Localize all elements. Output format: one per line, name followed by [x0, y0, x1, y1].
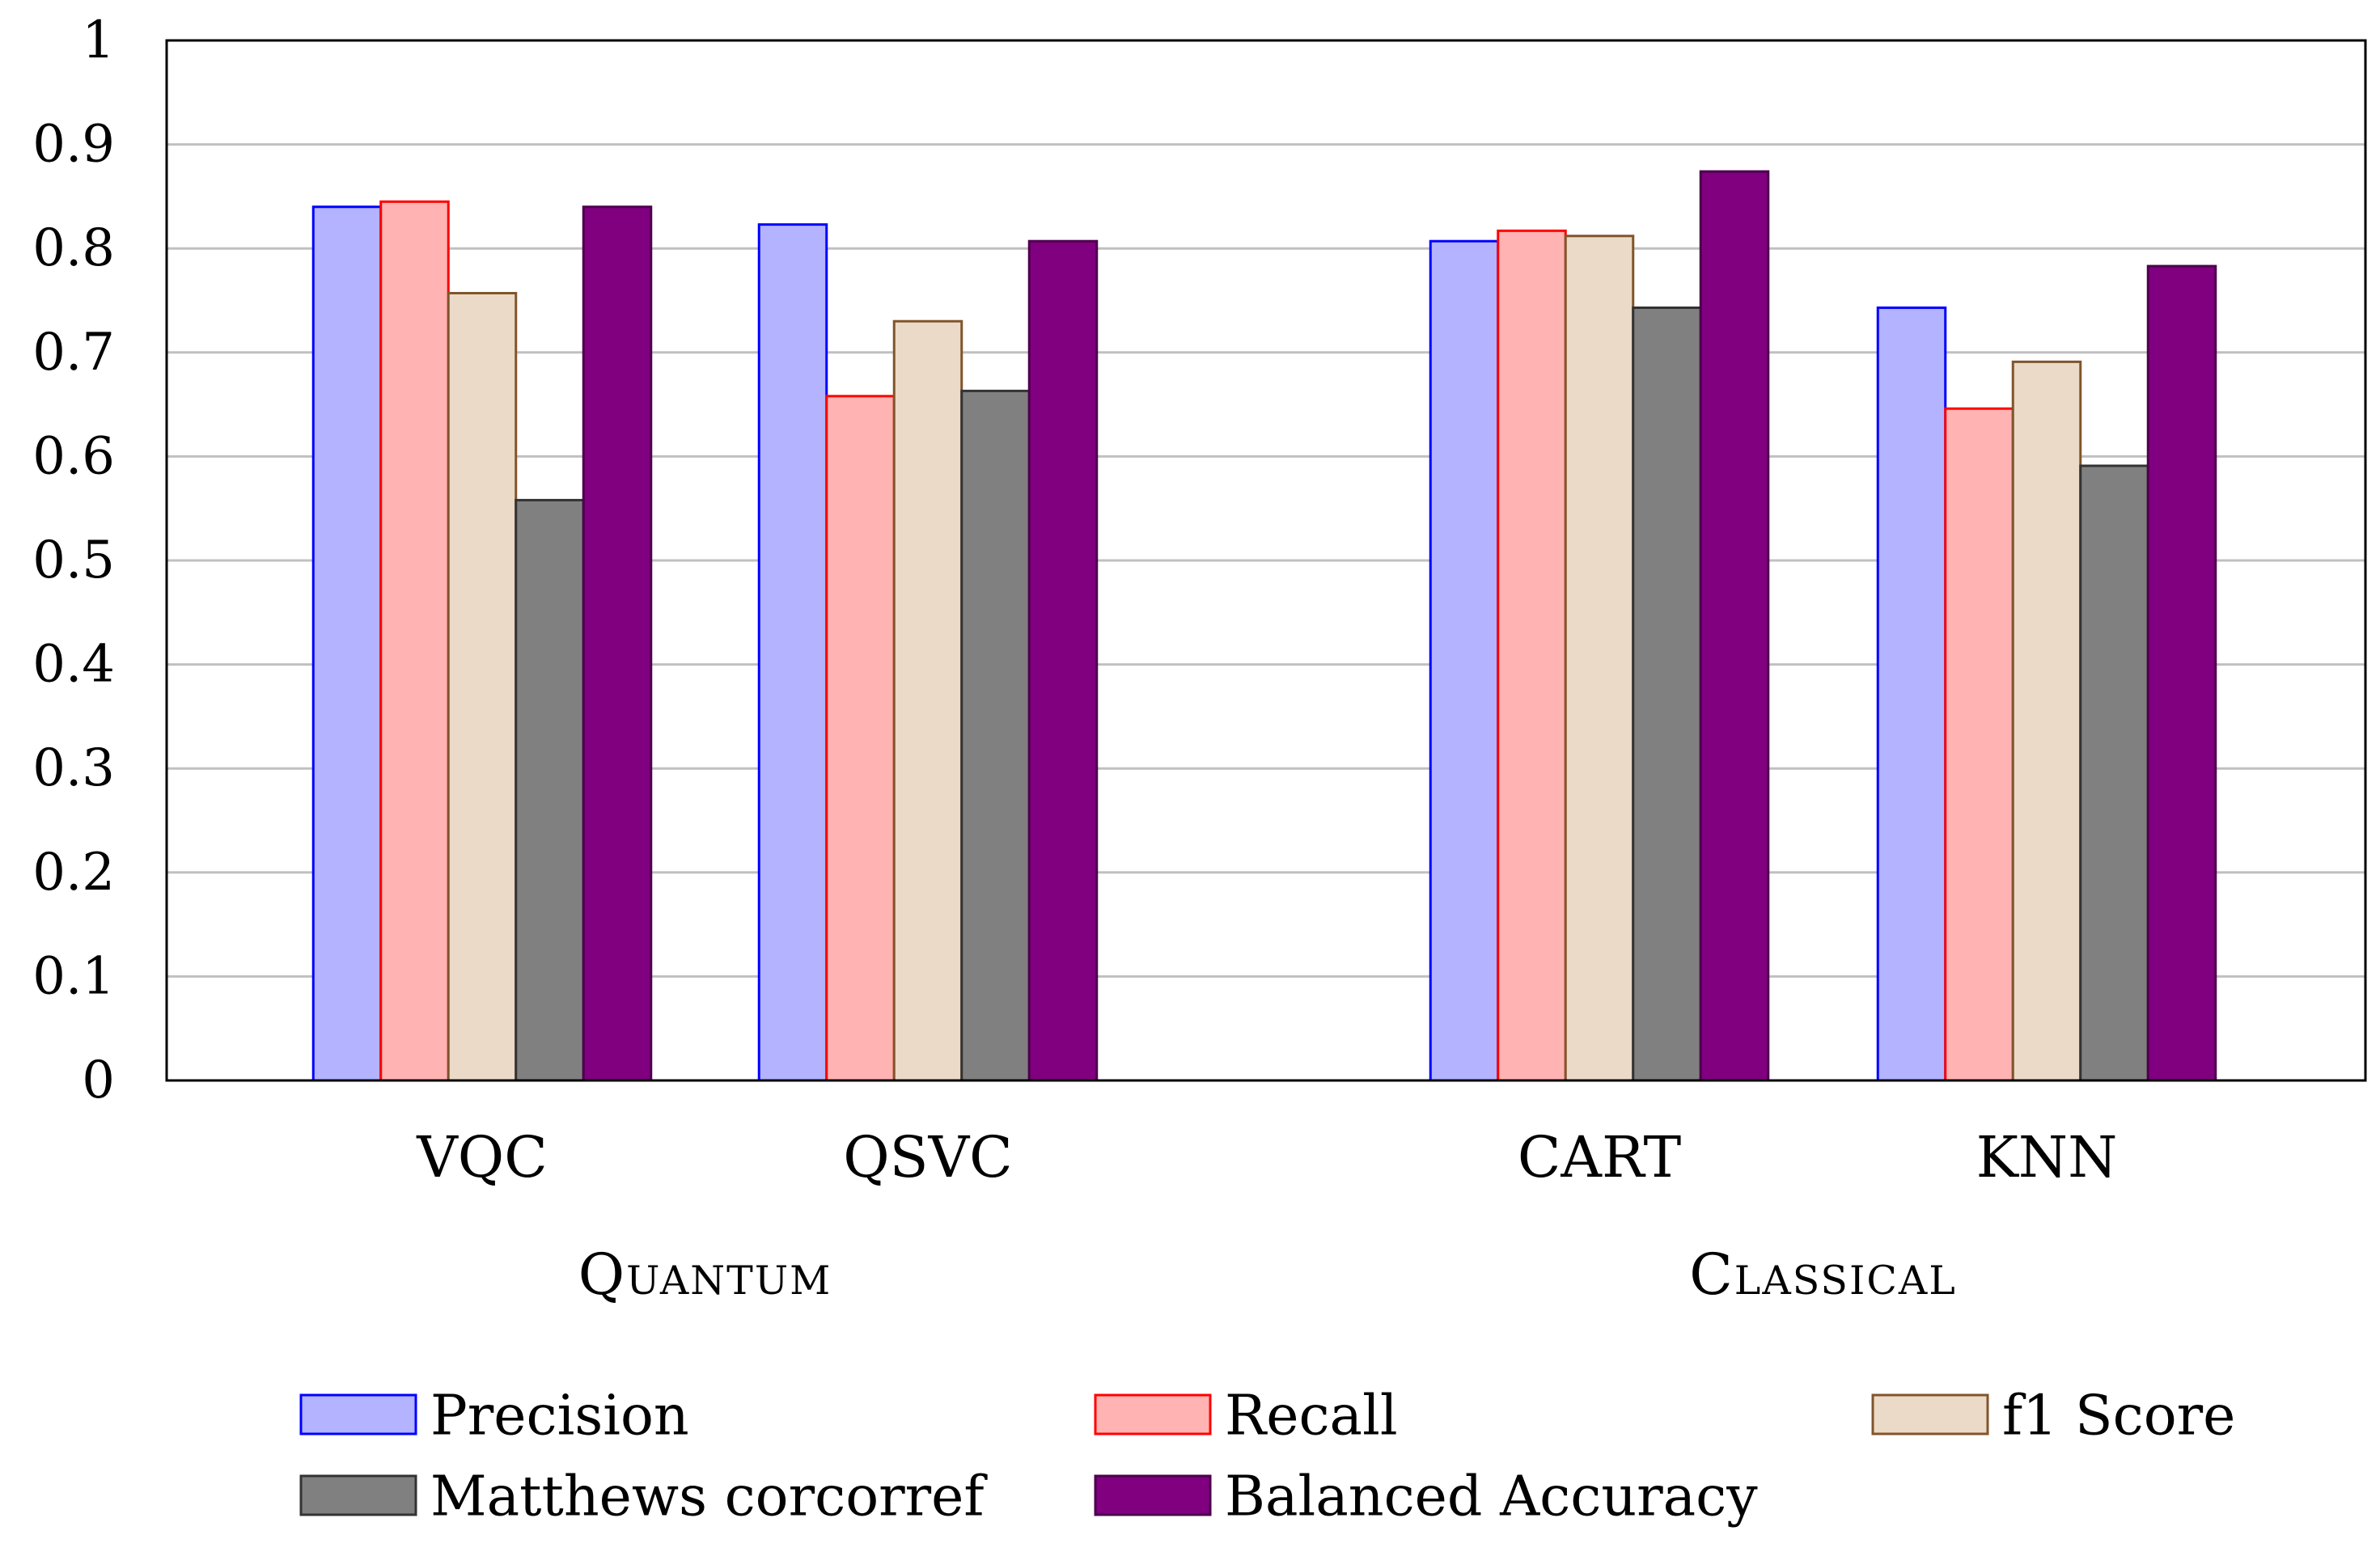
y-tick-label: 0.3: [32, 738, 115, 798]
bar-knn-f1-score: [2011, 360, 2082, 1082]
x-label-cart: CART: [1518, 1124, 1681, 1190]
bar-qsvc-f1-score: [892, 319, 963, 1082]
x-axis-labels: VQC QSVC CART KNN: [416, 1124, 2117, 1190]
bar-knn-matthews-corcorref: [2079, 464, 2149, 1082]
bar-qsvc-matthews-corcorref: [960, 389, 1031, 1082]
bar-vqc-balanced-accuracy: [582, 205, 653, 1082]
legend: Precision Recall f1 Score Matthews corcorre…: [299, 1385, 2235, 1529]
x-label-knn: KNN: [1976, 1124, 2118, 1190]
group-label-quantum: Quantum: [578, 1241, 832, 1308]
y-tick-label: 0.9: [32, 115, 115, 175]
group-labels: Quantum Classical: [578, 1241, 1957, 1308]
bar-qsvc-precision: [757, 223, 828, 1082]
y-tick-label: 0.4: [32, 635, 115, 695]
bar-vqc-matthews-corcorref: [515, 498, 585, 1082]
bar-cart-f1-score: [1564, 235, 1635, 1082]
y-tick-label: 0.2: [32, 843, 115, 903]
legend-swatch-f1-score: [1871, 1393, 1989, 1435]
legend-label-matthews-corcorref: Matthews corcorref: [430, 1465, 988, 1529]
group-label-classical: Classical: [1689, 1241, 1957, 1308]
bar-cart-matthews-corcorref: [1632, 307, 1702, 1082]
y-tick-label: 0.7: [32, 323, 115, 383]
legend-swatch-recall: [1094, 1393, 1212, 1435]
legend-swatch-precision: [299, 1393, 417, 1435]
bar-knn-recall: [1944, 407, 2014, 1082]
plot-frame: [165, 39, 2367, 1082]
legend-label-f1-score: f1 Score: [2002, 1385, 2235, 1448]
bar-vqc-precision: [311, 205, 383, 1082]
bar-qsvc-balanced-accuracy: [1027, 239, 1099, 1082]
x-label-qsvc: QSVC: [843, 1124, 1012, 1190]
bar-cart-precision: [1429, 239, 1500, 1082]
y-axis-ticks: 0 0.1 0.2 0.3 0.4 0.5 0.6 0.7 0.8 0.9 1: [32, 11, 115, 1110]
y-tick-label: 0: [82, 1051, 115, 1110]
bars: [311, 170, 2217, 1082]
legend-label-balanced-accuracy: Balanced Accuracy: [1225, 1465, 1758, 1529]
y-tick-label: 0.5: [32, 531, 115, 590]
legend-swatch-matthews-corcorref: [299, 1474, 417, 1516]
bar-vqc-recall: [379, 200, 450, 1082]
bar-knn-precision: [1876, 307, 1947, 1082]
y-tick-label: 0.6: [32, 426, 115, 486]
y-tick-label: 0.1: [32, 946, 115, 1006]
legend-label-recall: Recall: [1225, 1385, 1398, 1448]
bar-qsvc-recall: [825, 395, 896, 1082]
bar-cart-recall: [1497, 229, 1567, 1082]
legend-label-precision: Precision: [430, 1385, 689, 1448]
bar-knn-balanced-accuracy: [2146, 264, 2217, 1082]
bar-vqc-f1-score: [447, 291, 518, 1082]
bar-cart-balanced-accuracy: [1699, 170, 1770, 1082]
legend-swatch-balanced-accuracy: [1094, 1474, 1212, 1516]
y-tick-label: 1: [82, 11, 115, 70]
y-tick-label: 0.8: [32, 218, 115, 278]
x-label-vqc: VQC: [416, 1124, 548, 1190]
